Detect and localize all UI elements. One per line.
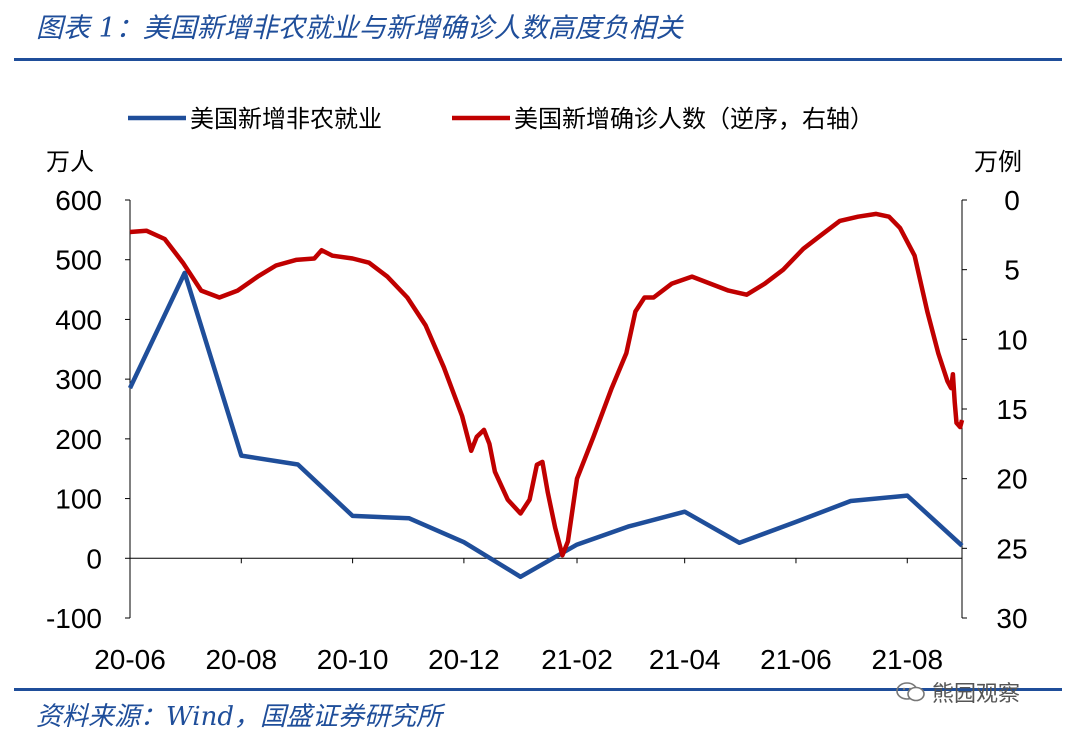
x-tick-label: 20-06: [94, 644, 166, 675]
right-tick-label: 20: [996, 464, 1027, 495]
bottom-rule: [14, 688, 1062, 691]
right-axis-unit: 万例: [974, 148, 1022, 176]
wechat-icon: [896, 682, 925, 702]
payrolls-series-line: [127, 270, 964, 580]
cases-series-line: [129, 211, 965, 558]
left-tick-label: -100: [46, 603, 102, 634]
legend-label: 美国新增非农就业: [190, 105, 382, 133]
x-tick-label: 21-08: [871, 644, 943, 675]
right-tick-label: 25: [996, 533, 1027, 564]
watermark: 熊园观察: [896, 676, 1020, 708]
left-tick-label: 500: [55, 245, 102, 276]
left-tick-label: 100: [55, 484, 102, 515]
right-tick-label: 30: [996, 603, 1027, 634]
left-tick-label: 400: [55, 304, 102, 335]
x-tick-label: 20-08: [205, 644, 277, 675]
right-tick-label: 5: [1004, 255, 1020, 286]
left-axis-unit: 万人: [46, 148, 94, 176]
legend-label: 美国新增确诊人数（逆序，右轴）: [514, 105, 874, 133]
left-tick-label: 0: [86, 543, 102, 574]
watermark-text: 熊园观察: [932, 682, 1021, 707]
figure-title: 图表 1：美国新增非农就业与新增确诊人数高度负相关: [36, 13, 683, 44]
x-tick-label: 20-10: [317, 644, 389, 675]
top-rule: [14, 58, 1062, 61]
right-tick-label: 10: [996, 324, 1027, 355]
source-note: 资料来源：Wind，国盛证券研究所: [36, 702, 442, 732]
left-tick-label: 200: [55, 424, 102, 455]
x-tick-label: 21-02: [541, 644, 613, 675]
x-tick-label: 21-04: [649, 644, 721, 675]
left-tick-label: 600: [55, 185, 102, 216]
x-tick-label: 21-06: [760, 644, 832, 675]
right-tick-label: 15: [996, 394, 1027, 425]
left-tick-label: 300: [55, 364, 102, 395]
x-tick-label: 20-12: [428, 644, 500, 675]
chart: 600 500 400 300 200 100 0 -100 0 5 10 15 20 25 30 20-06…: [46, 105, 1028, 675]
right-tick-label: 0: [1004, 185, 1020, 216]
